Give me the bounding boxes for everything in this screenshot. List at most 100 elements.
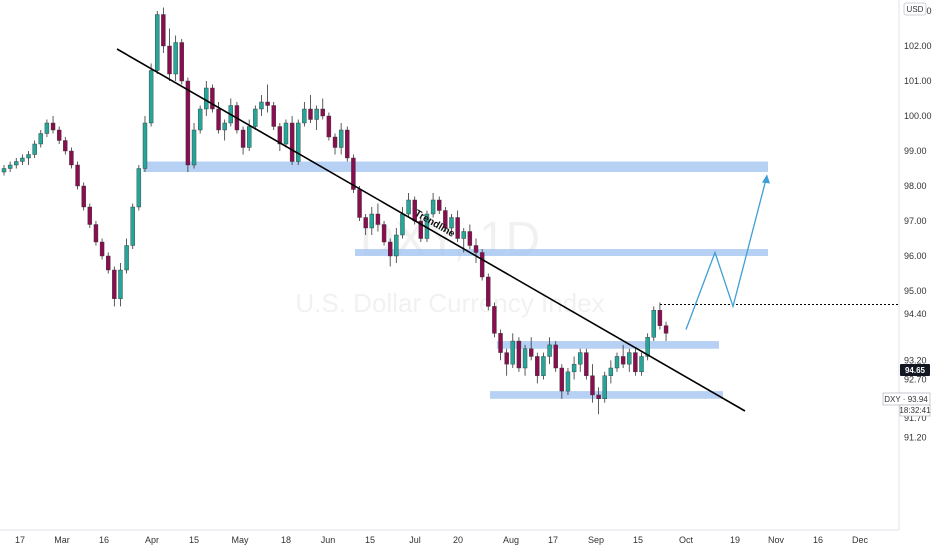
candle-body-55 <box>338 129 344 148</box>
time-tick-10: 20 <box>453 535 463 545</box>
currency-label: USD <box>907 5 924 14</box>
candle-body-23 <box>142 122 148 169</box>
candle-body-62 <box>381 224 387 243</box>
candle-body-106 <box>651 310 656 338</box>
candle-body-15 <box>93 224 99 243</box>
time-tick-8: 15 <box>365 535 375 545</box>
candle-body-83 <box>510 340 515 365</box>
candle-body-93 <box>571 363 577 373</box>
time-tick-15: Oct <box>679 535 694 545</box>
projection-arrowhead <box>762 174 770 184</box>
price-tick-4: 93.20 <box>904 355 927 365</box>
candle-body-104 <box>639 356 644 373</box>
current-price-value: 94.65 <box>905 366 926 375</box>
candle-body-88 <box>541 356 546 376</box>
time-axis[interactable]: 17 Mar 16 Apr 15 May 18 Jun 15 Jul 20 Aug 17 Sep 15 Oct… <box>0 529 899 545</box>
symbol-price-tag: DXY · 93.94 18:32:41 <box>882 392 931 417</box>
candle-body-7 <box>44 122 50 134</box>
candle-body-34 <box>210 87 215 110</box>
candle-body-73 <box>449 217 454 229</box>
projection-path <box>685 175 768 330</box>
candle-body-91 <box>559 367 565 392</box>
time-tick-11: Aug <box>503 535 519 545</box>
candle-body-13 <box>81 185 86 208</box>
candle-body-52 <box>320 108 325 117</box>
countdown-tag-bg <box>899 404 931 417</box>
candle-body-66 <box>406 199 411 215</box>
candle-body-42 <box>259 101 264 110</box>
candle-body-71 <box>437 199 442 211</box>
time-axis-ticks: 17 Mar 16 Apr 15 May 18 Jun 15 Jul 20 Aug 17 Sep 15 Oct… <box>15 535 869 545</box>
candle-body-60 <box>369 213 374 229</box>
candle-body-101 <box>620 356 626 365</box>
candle-body-11 <box>69 150 74 166</box>
candle-body-89 <box>547 344 552 357</box>
candle-body-40 <box>246 126 252 148</box>
candle-body-74 <box>455 217 460 239</box>
candle-body-9 <box>56 129 62 141</box>
time-tick-9: Jul <box>409 535 421 545</box>
watermark-subtitle: U.S. Dollar Currency Index <box>295 288 604 318</box>
price-tick-13: 102.00 <box>904 41 932 51</box>
candle-body-97 <box>596 394 601 400</box>
candle-body-81 <box>498 333 503 353</box>
candle-body-90 <box>553 344 558 369</box>
candle-body-10 <box>63 140 68 152</box>
price-tick-5: 94.40 <box>904 309 927 319</box>
candle-body-1 <box>7 164 13 169</box>
time-tick-18: 16 <box>813 535 823 545</box>
candle-body-75 <box>461 231 466 239</box>
symbol-price-value: DXY · 93.94 <box>884 395 928 404</box>
candle-body-95 <box>584 352 589 376</box>
time-tick-3: Apr <box>145 535 159 545</box>
candle-body-27 <box>167 45 172 75</box>
time-tick-1: Mar <box>54 535 70 545</box>
candle-body-102 <box>627 352 632 365</box>
time-tick-6: 18 <box>281 535 291 545</box>
candle-body-57 <box>351 157 356 190</box>
candle-body-70 <box>430 199 436 215</box>
candle-body-28 <box>173 42 178 75</box>
candle-body-31 <box>191 129 197 166</box>
candle-body-72 <box>443 210 448 229</box>
candle-body-35 <box>216 108 221 131</box>
currency-badge[interactable] <box>903 2 927 16</box>
price-tick-1: 91.70 <box>904 413 927 423</box>
time-tick-19: Dec <box>852 535 869 545</box>
candle-body-29 <box>179 42 184 82</box>
candle-body-50 <box>308 108 313 120</box>
candle-body-18 <box>112 269 117 299</box>
time-tick-17: Nov <box>768 535 785 545</box>
price-axis[interactable]: 91.2091.7092.2092.7093.2094.4095.0096.00… <box>898 0 932 530</box>
candle-body-14 <box>87 206 93 225</box>
time-tick-0: 17 <box>15 535 25 545</box>
price-tick-7: 96.00 <box>904 251 927 261</box>
candle-body-58 <box>357 189 362 218</box>
time-tick-4: 15 <box>189 535 199 545</box>
time-tick-2: 16 <box>99 535 109 545</box>
price-tick-10: 99.00 <box>904 146 927 156</box>
bar-countdown: 18:32:41 <box>899 406 931 415</box>
candle-body-59 <box>363 217 368 229</box>
candle-body-6 <box>38 133 43 145</box>
candle-body-54 <box>332 136 338 148</box>
candle-body-68 <box>418 220 424 239</box>
candle-body-26 <box>161 14 166 47</box>
candle-body-100 <box>614 356 620 369</box>
candle-body-0 <box>1 168 7 173</box>
candle-body-108 <box>663 325 669 334</box>
candle-body-78 <box>479 252 485 278</box>
zone-1 <box>355 249 768 256</box>
time-tick-12: 17 <box>548 535 558 545</box>
candle-body-51 <box>314 108 319 120</box>
candle-body-21 <box>130 206 135 246</box>
candle-body-43 <box>265 101 270 106</box>
candle-body-61 <box>375 213 381 225</box>
candle-body-77 <box>473 245 479 253</box>
candle-body-99 <box>608 367 614 376</box>
time-tick-7: Jun <box>321 535 336 545</box>
candle-body-3 <box>20 157 25 162</box>
candle-body-30 <box>185 80 191 166</box>
candle-body-86 <box>528 348 534 357</box>
